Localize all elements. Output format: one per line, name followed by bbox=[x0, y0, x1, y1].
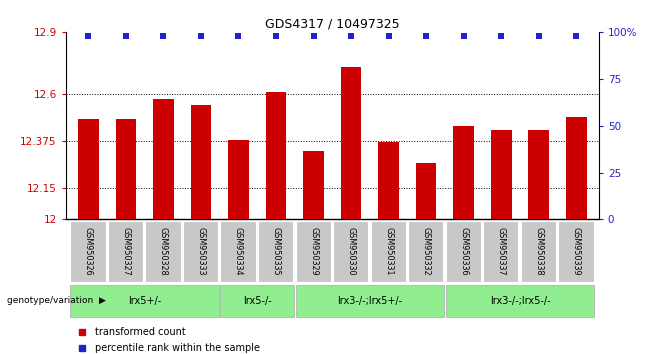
Bar bbox=[303, 151, 324, 219]
Bar bbox=[491, 130, 511, 219]
Text: lrx3-/-;lrx5+/-: lrx3-/-;lrx5+/- bbox=[338, 296, 403, 306]
Bar bbox=[78, 119, 99, 219]
Text: GSM950334: GSM950334 bbox=[234, 227, 243, 276]
FancyBboxPatch shape bbox=[295, 285, 444, 317]
FancyBboxPatch shape bbox=[295, 221, 331, 282]
FancyBboxPatch shape bbox=[70, 285, 219, 317]
Bar bbox=[566, 117, 586, 219]
FancyBboxPatch shape bbox=[145, 221, 181, 282]
Point bbox=[421, 33, 432, 39]
Bar bbox=[416, 163, 436, 219]
Bar bbox=[528, 130, 549, 219]
FancyBboxPatch shape bbox=[558, 221, 594, 282]
FancyBboxPatch shape bbox=[220, 221, 256, 282]
Bar bbox=[341, 67, 361, 219]
Title: GDS4317 / 10497325: GDS4317 / 10497325 bbox=[265, 18, 399, 31]
Bar bbox=[228, 140, 249, 219]
Bar bbox=[191, 105, 211, 219]
Bar bbox=[153, 98, 174, 219]
FancyBboxPatch shape bbox=[333, 221, 368, 282]
Text: GSM950333: GSM950333 bbox=[197, 227, 205, 276]
Text: lrx5+/-: lrx5+/- bbox=[128, 296, 161, 306]
FancyBboxPatch shape bbox=[483, 221, 519, 282]
Text: transformed count: transformed count bbox=[95, 327, 186, 337]
Text: GSM950330: GSM950330 bbox=[347, 227, 355, 276]
FancyBboxPatch shape bbox=[108, 221, 143, 282]
Point bbox=[308, 33, 318, 39]
Text: GSM950336: GSM950336 bbox=[459, 227, 468, 276]
Text: GSM950339: GSM950339 bbox=[572, 227, 581, 276]
Text: lrx5-/-: lrx5-/- bbox=[243, 296, 272, 306]
FancyBboxPatch shape bbox=[258, 221, 293, 282]
Point bbox=[233, 33, 243, 39]
FancyBboxPatch shape bbox=[445, 285, 594, 317]
Text: GSM950326: GSM950326 bbox=[84, 227, 93, 276]
Text: GSM950331: GSM950331 bbox=[384, 227, 393, 276]
Text: GSM950337: GSM950337 bbox=[497, 227, 506, 276]
Text: GSM950332: GSM950332 bbox=[422, 227, 430, 276]
Point bbox=[384, 33, 394, 39]
FancyBboxPatch shape bbox=[408, 221, 443, 282]
Point bbox=[496, 33, 507, 39]
Point bbox=[571, 33, 582, 39]
FancyBboxPatch shape bbox=[183, 221, 218, 282]
Point bbox=[270, 33, 281, 39]
Point bbox=[83, 33, 93, 39]
Point bbox=[195, 33, 206, 39]
Point bbox=[459, 33, 469, 39]
Point bbox=[346, 33, 357, 39]
FancyBboxPatch shape bbox=[370, 221, 406, 282]
Text: GSM950335: GSM950335 bbox=[272, 227, 280, 276]
Text: GSM950327: GSM950327 bbox=[121, 227, 130, 276]
Bar bbox=[453, 126, 474, 219]
Bar bbox=[378, 142, 399, 219]
Text: genotype/variation  ▶: genotype/variation ▶ bbox=[7, 296, 105, 306]
Text: GSM950328: GSM950328 bbox=[159, 227, 168, 276]
FancyBboxPatch shape bbox=[220, 285, 294, 317]
Text: lrx3-/-;lrx5-/-: lrx3-/-;lrx5-/- bbox=[490, 296, 550, 306]
Text: GSM950329: GSM950329 bbox=[309, 227, 318, 276]
FancyBboxPatch shape bbox=[520, 221, 556, 282]
Bar bbox=[266, 92, 286, 219]
Text: GSM950338: GSM950338 bbox=[534, 227, 544, 276]
Bar bbox=[116, 119, 136, 219]
Text: percentile rank within the sample: percentile rank within the sample bbox=[95, 343, 260, 353]
Point bbox=[120, 33, 131, 39]
Point bbox=[534, 33, 544, 39]
Point bbox=[158, 33, 168, 39]
FancyBboxPatch shape bbox=[445, 221, 481, 282]
FancyBboxPatch shape bbox=[70, 221, 105, 282]
